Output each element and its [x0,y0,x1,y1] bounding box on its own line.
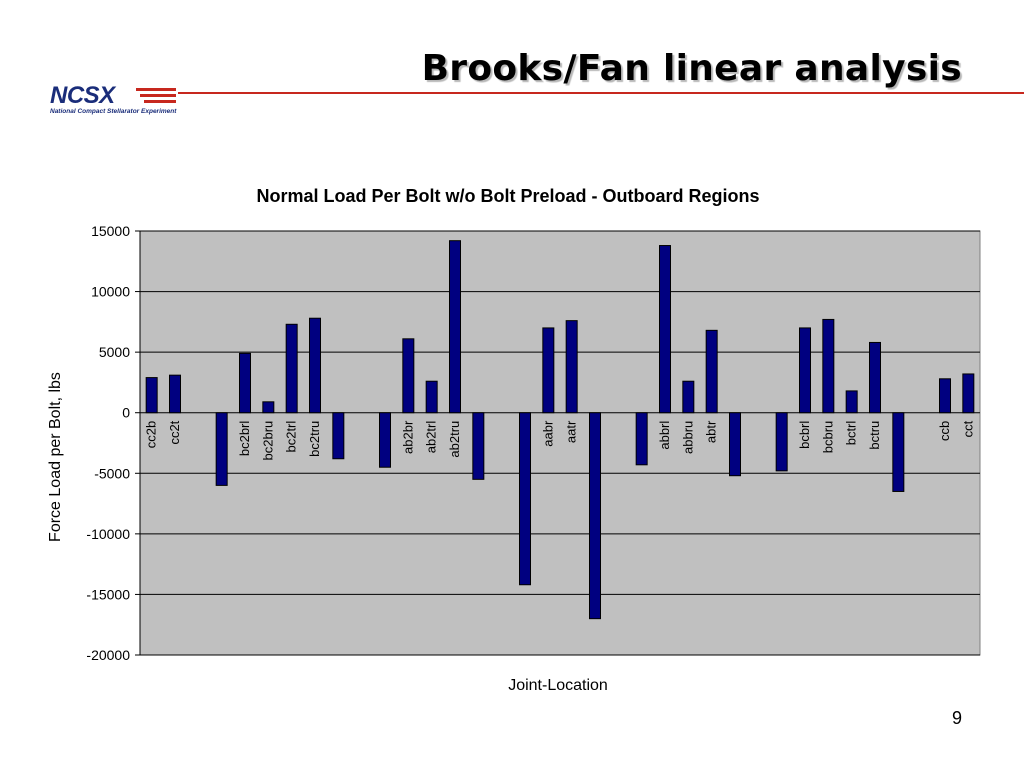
bar [939,378,951,414]
y-tick-label: 15000 [91,223,130,239]
bar [262,401,275,414]
logo-wordmark: NCSX [50,82,115,109]
gridlines [140,230,980,656]
bar [332,412,345,460]
bar [822,318,835,414]
bar [565,320,578,414]
bar [705,329,718,414]
x-tick-label: bctrl [844,421,859,446]
plot-area [139,230,981,656]
x-tick-label: cc2b [144,421,159,448]
bar [215,412,228,486]
bar [589,412,601,620]
y-tick-label: 5000 [99,344,130,360]
x-tick-label: abbrl [657,421,672,450]
x-tick-label: bc2trl [284,421,299,453]
y-tick-label: -10000 [86,526,130,542]
bar [285,323,298,414]
x-tick-label: ccb [937,421,952,441]
bar [472,412,485,480]
bar [309,317,321,414]
bar [869,341,881,414]
bar [775,412,788,472]
x-tick-label: ab2trl [424,421,439,454]
page-number: 9 [951,708,962,728]
chart-title: Normal Load Per Bolt w/o Bolt Preload - … [256,186,759,206]
bar [845,390,858,414]
bar [542,327,555,414]
bar [892,412,905,492]
x-tick-label: ab2tru [447,421,462,458]
y-tick-label: 0 [122,405,130,421]
x-tick-label: abbru [680,421,695,454]
x-tick-label: ab2br [400,420,415,454]
bar [635,412,648,466]
logo-stripes [136,88,176,103]
bar [449,240,461,414]
ncsx-logo: NCSX National Compact Stellarator Experi… [50,82,190,118]
y-tick-label: -20000 [86,647,130,663]
bar [799,327,811,414]
x-tick-label: bcbrl [797,421,812,449]
bar [169,374,181,414]
x-tick-label: bc2brl [237,421,252,457]
bar [659,245,671,414]
x-tick-label: bcbru [820,421,835,454]
x-tick-label: aabr [540,420,555,447]
x-tick-label: bctru [867,421,882,450]
x-tick-labels: cc2b cc2t bc2brl bc2bru bc2trl bc2tru ab2br ab2… [144,420,976,460]
bar [962,373,975,414]
bar [682,380,695,414]
logo-subtitle: National Compact Stellarator Experiment [50,108,177,115]
y-tick-label: -5000 [94,465,130,481]
y-tick-label: 10000 [91,284,130,300]
x-axis-label: Joint-Location [508,677,608,694]
bar [239,352,251,414]
x-tick-label: aatr [564,420,579,443]
x-tick-label: bc2bru [260,421,275,461]
bar [425,380,438,414]
bars [145,240,975,620]
x-tick-label: cc2t [167,420,182,444]
x-tick-label: bc2tru [307,421,322,457]
y-axis: 15000 10000 5000 0 -5000 -10000 -15000 -20000 [86,223,141,663]
bar [729,412,741,477]
header-rule [178,92,1024,94]
y-axis-label: Force Load per Bolt, lbs [47,372,64,542]
bar [519,412,531,586]
x-tick-label: abtr [704,420,719,443]
slide-title: Brooks/Fan linear analysis [421,48,962,89]
bar [402,338,415,414]
bar [379,412,391,468]
bar [145,377,158,414]
x-tick-label: cct [960,420,975,437]
y-tick-label: -15000 [86,586,130,602]
